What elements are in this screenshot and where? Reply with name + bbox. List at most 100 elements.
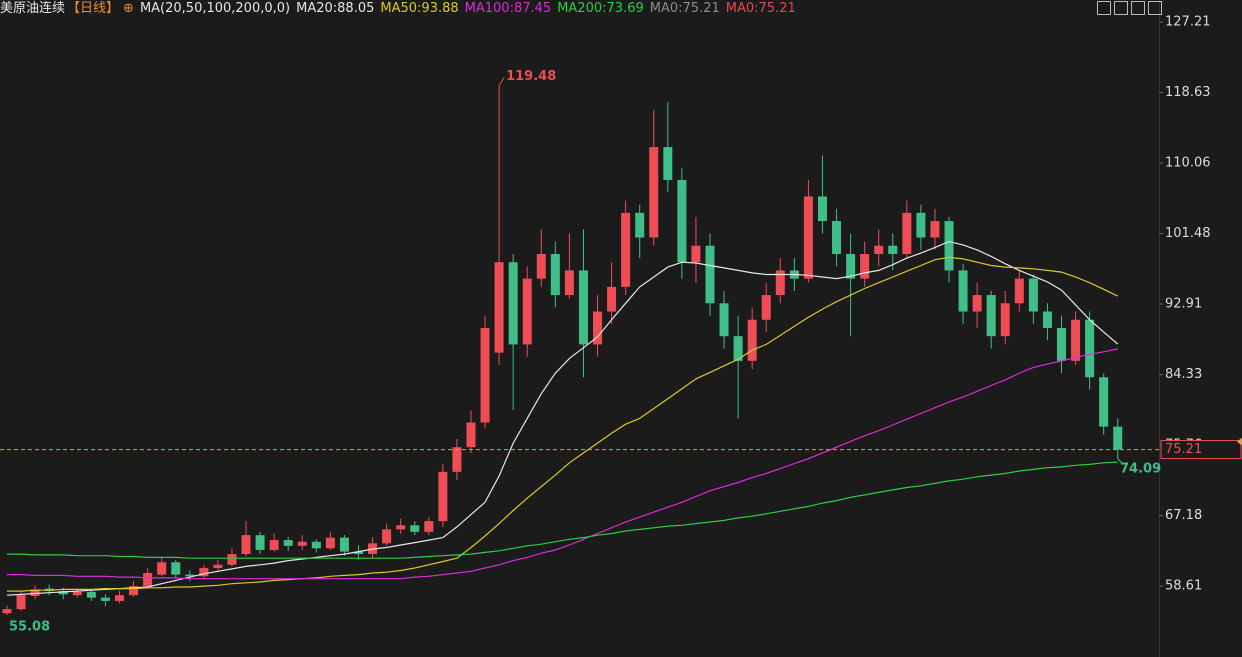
- candle-body: [607, 286, 617, 312]
- candle-body: [410, 525, 420, 532]
- candle-body: [283, 540, 293, 546]
- candle-body: [382, 529, 392, 544]
- legend-value: 87.45: [513, 1, 552, 16]
- candle-body: [143, 572, 153, 587]
- candle-body: [972, 295, 982, 312]
- candle-body: [1000, 303, 1010, 337]
- y-tick-label: 58.61: [1165, 579, 1202, 594]
- candle-body: [185, 574, 195, 577]
- y-tick-label: 127.21: [1165, 15, 1211, 30]
- y-tick-label: 118.63: [1165, 85, 1211, 100]
- candle-body: [466, 422, 476, 448]
- candle-body: [424, 521, 434, 532]
- candle-body: [817, 196, 827, 222]
- legend-value: 88.05: [337, 1, 375, 16]
- last-price-box: [1160, 440, 1242, 460]
- candle-body: [775, 270, 785, 296]
- candle-body: [691, 245, 701, 263]
- candle-body: [1113, 426, 1123, 450]
- candle-body: [129, 586, 139, 596]
- candle-body: [888, 245, 898, 254]
- period: 【日线】: [67, 1, 120, 16]
- candle-body: [311, 541, 321, 549]
- candle-body: [944, 221, 954, 271]
- header: 美原油连续【日线】⊕ MA(20,50,100,200,0,0) MA2088.05…: [0, 0, 808, 18]
- title: 美原油连续: [0, 1, 66, 16]
- candle-body: [494, 262, 504, 353]
- candle-body: [396, 525, 406, 530]
- candle-body: [58, 591, 68, 595]
- candle-body: [438, 471, 448, 522]
- legend-name: MA0: [726, 1, 759, 16]
- high-pointer: [498, 77, 505, 86]
- candle-body: [860, 253, 870, 279]
- candle-body: [72, 591, 82, 596]
- legend: MA2088.05 MA5093.88 MA10087.45 MA20073.69 MA…: [296, 1, 802, 16]
- legend-name: MA20: [296, 1, 337, 16]
- candle-body: [550, 253, 560, 296]
- y-tick-label: 67.18: [1165, 508, 1202, 523]
- candle-body: [1042, 311, 1052, 328]
- candle-body: [325, 537, 335, 549]
- tool-icon[interactable]: [1131, 1, 1145, 15]
- last-price-marker: [1237, 437, 1242, 446]
- candle-body: [114, 595, 124, 601]
- candle-body: [508, 262, 518, 345]
- candle-body: [199, 568, 209, 577]
- candle-body: [578, 270, 588, 345]
- candle-body: [1099, 377, 1109, 427]
- legend-name: MA200: [557, 1, 606, 16]
- candle-body: [241, 535, 251, 555]
- low-pointer: [1117, 458, 1125, 466]
- low-label: 74.09: [1120, 461, 1161, 476]
- candle-body: [930, 221, 940, 238]
- toolbar: [1097, 1, 1162, 15]
- candle-body: [339, 537, 349, 552]
- candle-body: [663, 147, 673, 180]
- add-icon[interactable]: ⊕: [123, 1, 134, 16]
- last-price-label: 75.21: [1165, 442, 1202, 457]
- tool-icon[interactable]: [1114, 1, 1128, 15]
- candle-body: [480, 327, 490, 423]
- ma-line: [6, 240, 1119, 596]
- y-tick-label: 110.06: [1165, 156, 1211, 171]
- candle-body: [100, 597, 110, 601]
- y-tick-label: 84.33: [1165, 367, 1202, 382]
- candle-body: [2, 609, 12, 614]
- candle-body: [354, 551, 363, 555]
- candle-body: [536, 253, 546, 279]
- candle-body: [269, 540, 279, 550]
- candle-body: [733, 336, 743, 361]
- candle-body: [171, 562, 181, 575]
- candle-body: [30, 589, 40, 596]
- tool-icon[interactable]: [1097, 1, 1111, 15]
- candle-body: [16, 595, 26, 610]
- y-tick-label: 92.91: [1165, 297, 1202, 312]
- tool-icon[interactable]: [1148, 1, 1162, 15]
- candle-body: [564, 270, 574, 296]
- candle-body: [213, 564, 223, 569]
- candle-body: [874, 245, 884, 254]
- candle-body: [649, 147, 659, 238]
- legend-name: MA50: [380, 1, 421, 16]
- candle-body: [747, 319, 757, 361]
- legend-value: 75.21: [682, 1, 720, 16]
- candle-body: [635, 212, 645, 238]
- candle-body: [1071, 319, 1081, 361]
- candle-body: [1014, 278, 1024, 304]
- candle-body: [593, 311, 603, 345]
- candle-body: [761, 295, 771, 320]
- candle-body: [522, 278, 532, 345]
- candle-body: [157, 562, 167, 575]
- candle-body: [803, 196, 813, 279]
- candle-body: [1057, 327, 1066, 361]
- candle-body: [621, 212, 631, 287]
- candle-body: [916, 212, 926, 238]
- candle-body: [958, 270, 968, 312]
- candle-body: [297, 541, 307, 546]
- ma-line: [7, 461, 1118, 559]
- legend-name: MA0: [650, 1, 683, 16]
- ma-line: [7, 348, 1118, 580]
